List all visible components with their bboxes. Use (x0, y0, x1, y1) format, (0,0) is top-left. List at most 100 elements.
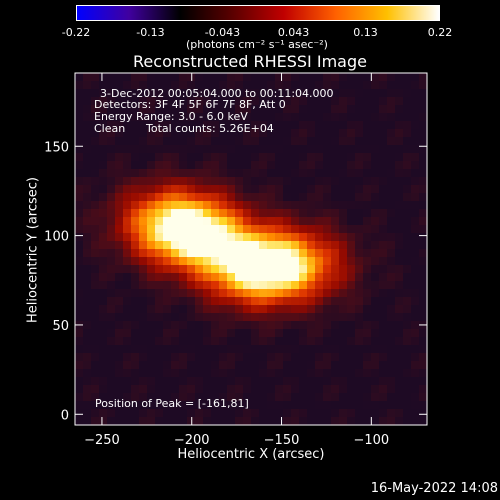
heatmap-cell (75, 329, 83, 337)
heatmap-cell (339, 121, 347, 129)
heatmap-cell (203, 241, 211, 249)
heatmap-cell (275, 137, 283, 145)
heatmap-cell (179, 273, 187, 281)
heatmap-cell (387, 241, 395, 249)
heatmap-cell (195, 345, 203, 353)
heatmap-cell (267, 273, 275, 281)
heatmap-cell (259, 169, 267, 177)
heatmap-cell (99, 97, 107, 105)
heatmap-cell (251, 305, 259, 313)
heatmap-cell (139, 297, 147, 305)
heatmap-cell (227, 161, 235, 169)
heatmap-cell (195, 97, 203, 105)
heatmap-cell (395, 233, 403, 241)
heatmap-cell (147, 193, 155, 201)
heatmap-cell (355, 233, 363, 241)
heatmap-cell (419, 113, 427, 121)
heatmap-cell (243, 409, 251, 417)
heatmap-cell (411, 297, 419, 305)
heatmap-cell (179, 185, 187, 193)
heatmap-cell (235, 337, 243, 345)
heatmap-cell (227, 217, 235, 225)
heatmap-cell (339, 217, 347, 225)
heatmap-cell (315, 161, 323, 169)
heatmap-cell (347, 169, 355, 177)
heatmap-cell (123, 401, 131, 409)
heatmap-cell (131, 121, 139, 129)
heatmap-cell (403, 361, 411, 369)
heatmap-cell (131, 401, 139, 409)
heatmap-cell (203, 201, 211, 209)
heatmap-cell (419, 73, 427, 81)
heatmap-cell (267, 409, 275, 417)
heatmap-cell (243, 217, 251, 225)
heatmap-cell (139, 313, 147, 321)
heatmap-cell (403, 409, 411, 417)
heatmap-cell (195, 273, 203, 281)
heatmap-cell (179, 201, 187, 209)
heatmap-cell (147, 337, 155, 345)
heatmap-cell (403, 73, 411, 81)
heatmap-cell (123, 345, 131, 353)
heatmap-cell (123, 209, 131, 217)
heatmap-cell (75, 353, 83, 361)
heatmap-cell (299, 281, 307, 289)
heatmap-cell (291, 249, 299, 257)
heatmap-cell (283, 161, 291, 169)
heatmap-cell (203, 73, 211, 81)
heatmap-cell (251, 161, 259, 169)
heatmap-cell (139, 281, 147, 289)
heatmap-cell (347, 233, 355, 241)
heatmap-cell (211, 153, 219, 161)
heatmap-cell (107, 345, 115, 353)
heatmap-cell (235, 97, 243, 105)
heatmap-cell (211, 233, 219, 241)
heatmap-cell (363, 169, 371, 177)
heatmap-cell (115, 129, 123, 137)
heatmap-cell (331, 177, 339, 185)
heatmap-cell (275, 313, 283, 321)
heatmap-cell (83, 329, 91, 337)
heatmap-cell (267, 185, 275, 193)
heatmap-cell (363, 361, 371, 369)
heatmap-cell (403, 81, 411, 89)
heatmap-cell (115, 121, 123, 129)
heatmap-cell (355, 153, 363, 161)
heatmap-cell (347, 209, 355, 217)
heatmap-cell (163, 185, 171, 193)
heatmap-cell (115, 153, 123, 161)
heatmap-cell (219, 385, 227, 393)
heatmap-cell (395, 209, 403, 217)
heatmap-cell (331, 385, 339, 393)
heatmap-cell (395, 313, 403, 321)
heatmap-cell (219, 217, 227, 225)
heatmap-cell (187, 121, 195, 129)
heatmap-cell (243, 273, 251, 281)
heatmap-cell (195, 177, 203, 185)
heatmap-cell (315, 281, 323, 289)
heatmap-cell (411, 217, 419, 225)
heatmap-cell (139, 393, 147, 401)
heatmap-cell (147, 289, 155, 297)
heatmap-cell (203, 169, 211, 177)
heatmap-cell (211, 353, 219, 361)
heatmap-cell (259, 281, 267, 289)
heatmap-cell (323, 265, 331, 273)
heatmap-cell (203, 409, 211, 417)
heatmap-cell (379, 193, 387, 201)
heatmap-cell (403, 417, 411, 425)
heatmap-cell (291, 369, 299, 377)
heatmap-cell (307, 105, 315, 113)
heatmap-cell (163, 401, 171, 409)
heatmap-cell (107, 73, 115, 81)
heatmap-cell (123, 217, 131, 225)
heatmap-cell (139, 185, 147, 193)
heatmap-cell (331, 201, 339, 209)
heatmap-cell (307, 401, 315, 409)
heatmap-cell (379, 185, 387, 193)
heatmap-cell (315, 241, 323, 249)
heatmap-cell (235, 89, 243, 97)
heatmap-cell (171, 305, 179, 313)
heatmap-cell (171, 217, 179, 225)
heatmap-cell (419, 225, 427, 233)
